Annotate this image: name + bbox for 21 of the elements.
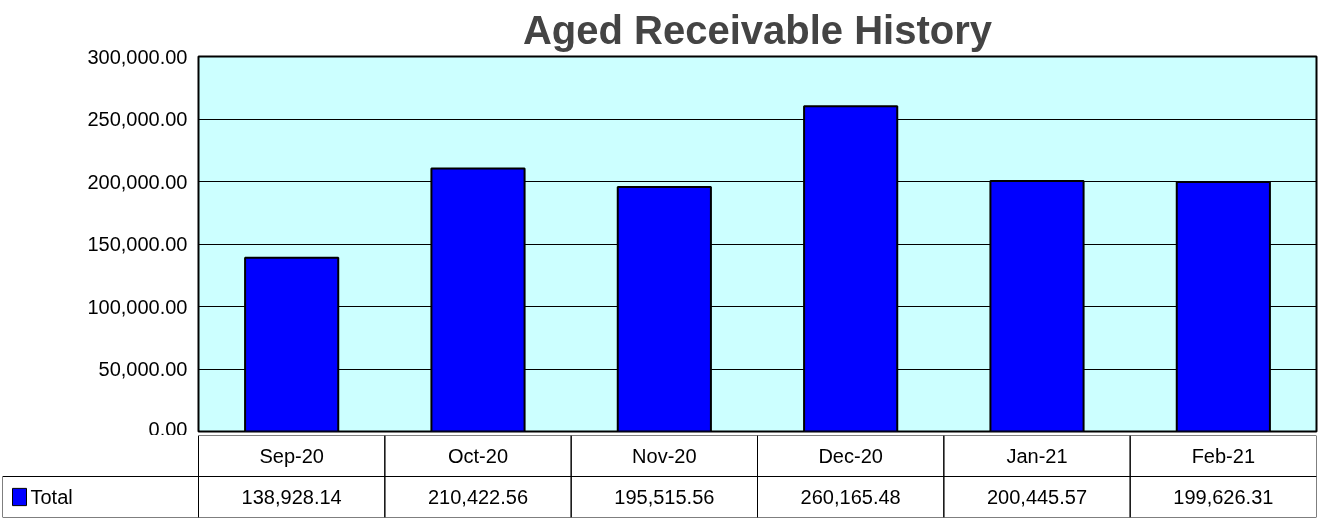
legend-label: Total [30,486,73,508]
x-tick-label: Sep-20 [259,445,324,467]
y-tick-label: 50,000.00 [98,358,188,380]
data-label: 210,422.56 [427,486,529,508]
chart-title: Aged Receivable History [522,7,993,52]
y-tick-label: 250,000.00 [87,108,188,130]
x-tick-label: Nov-20 [632,445,697,467]
y-tick-label: 150,000.00 [87,233,188,255]
x-tick-label: Dec-20 [818,445,883,467]
data-label: 138,928.14 [241,486,342,508]
x-tick-label: Jan-21 [1006,445,1068,467]
data-label: 199,626.31 [1173,486,1274,508]
data-label: 200,445.57 [986,486,1088,508]
data-label: 260,165.48 [800,486,901,508]
y-tick-label: 200,000.00 [87,170,188,193]
data-label: 195,515.56 [614,486,715,508]
x-tick-label: Feb-21 [1191,445,1256,467]
y-tick-label: 100,000.00 [87,295,188,318]
x-tick-label: Oct-20 [447,445,509,467]
y-tick-label: 300,000.00 [87,45,188,68]
y-tick-label: 0.00 [148,417,188,440]
